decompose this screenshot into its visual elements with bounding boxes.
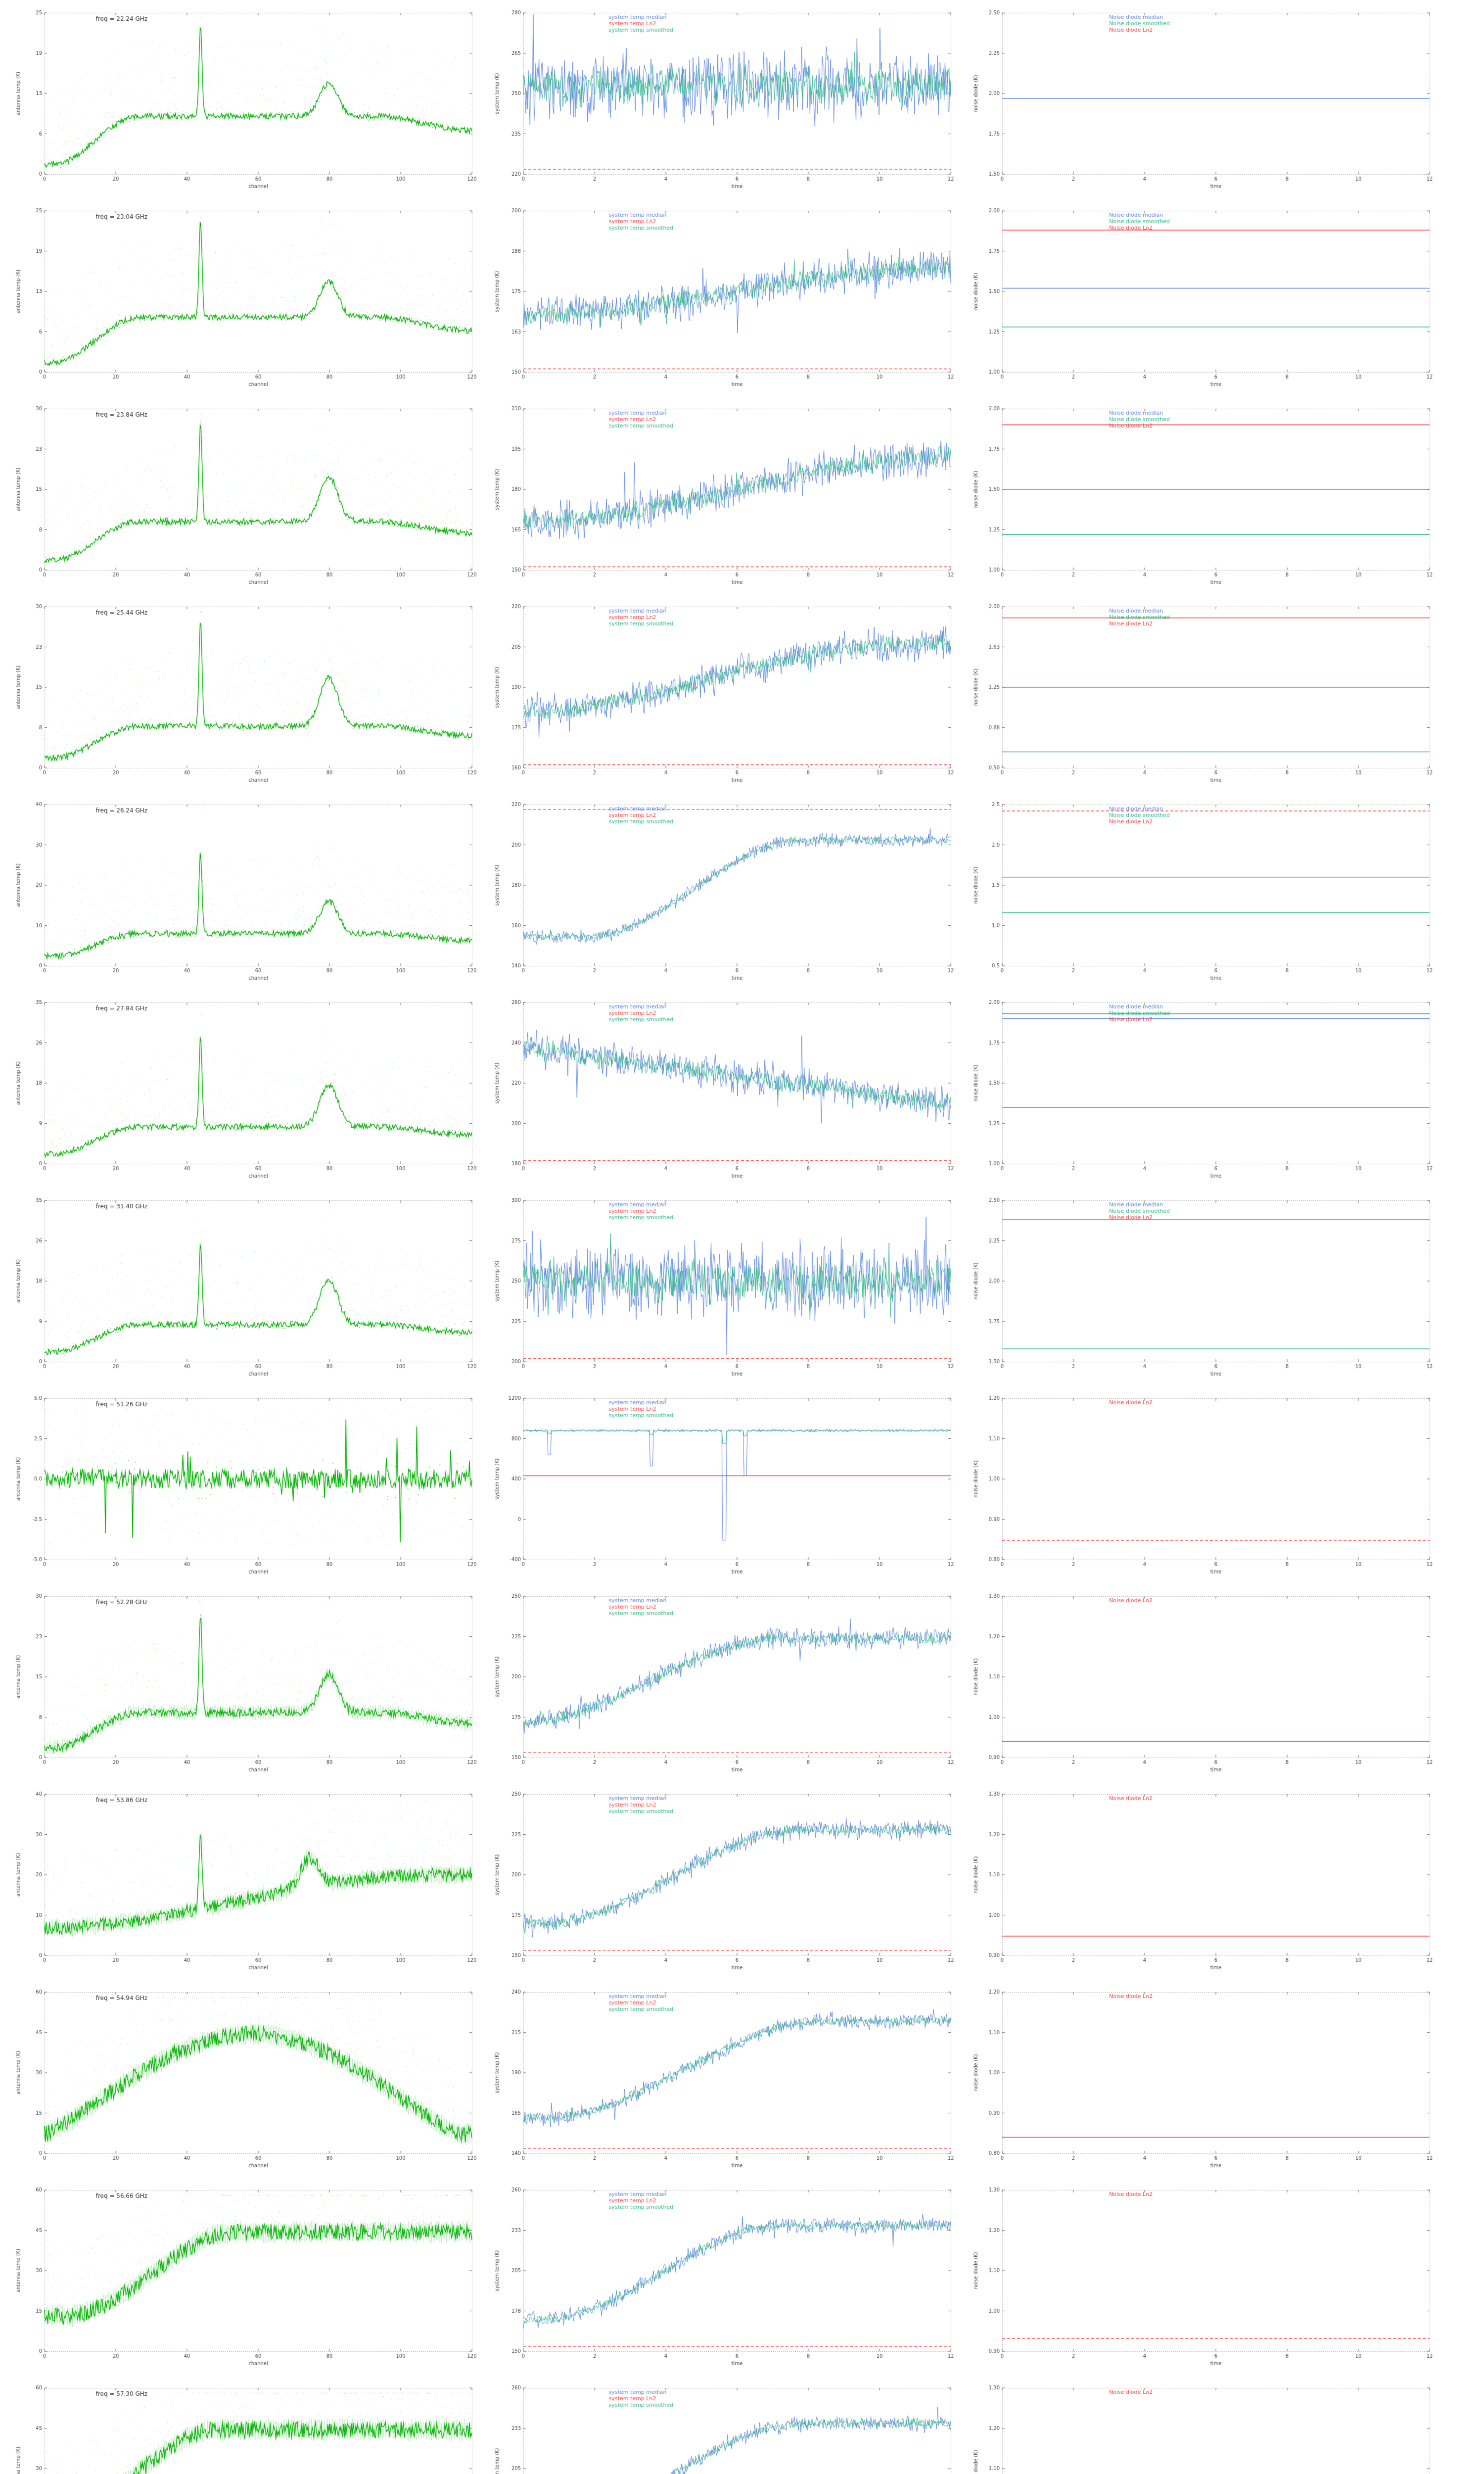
noise-diode-chart bbox=[972, 994, 1437, 1184]
system-temp-panel bbox=[493, 1983, 958, 2173]
system-temp-panel bbox=[493, 4, 958, 194]
noise-diode-panel bbox=[972, 796, 1437, 986]
chart-row bbox=[0, 1979, 1484, 2177]
system-temp-chart bbox=[493, 1587, 958, 1777]
chart-row bbox=[0, 990, 1484, 1188]
system-temp-panel bbox=[493, 400, 958, 590]
system-temp-panel bbox=[493, 1389, 958, 1579]
noise-diode-chart bbox=[972, 1389, 1437, 1579]
spectrum-panel bbox=[14, 598, 479, 788]
chart-row bbox=[0, 2177, 1484, 2375]
spectrum-panel bbox=[14, 400, 479, 590]
spectrum-chart bbox=[14, 202, 479, 392]
noise-diode-panel bbox=[972, 202, 1437, 392]
noise-diode-chart bbox=[972, 1785, 1437, 1975]
spectrum-chart bbox=[14, 1983, 479, 2173]
noise-diode-panel bbox=[972, 2181, 1437, 2371]
system-temp-chart bbox=[493, 1191, 958, 1381]
noise-diode-panel bbox=[972, 1389, 1437, 1579]
system-temp-chart bbox=[493, 796, 958, 986]
spectrum-chart bbox=[14, 4, 479, 194]
system-temp-chart bbox=[493, 598, 958, 788]
system-temp-chart bbox=[493, 1983, 958, 2173]
chart-row bbox=[0, 2375, 1484, 2474]
noise-diode-panel bbox=[972, 1191, 1437, 1381]
system-temp-chart bbox=[493, 2379, 958, 2474]
spectrum-panel bbox=[14, 2181, 479, 2371]
system-temp-panel bbox=[493, 796, 958, 986]
noise-diode-panel bbox=[972, 2379, 1437, 2474]
noise-diode-chart bbox=[972, 796, 1437, 986]
chart-row bbox=[0, 792, 1484, 990]
system-temp-panel bbox=[493, 1191, 958, 1381]
noise-diode-chart bbox=[972, 1587, 1437, 1777]
spectrum-chart bbox=[14, 1785, 479, 1975]
noise-diode-panel bbox=[972, 1785, 1437, 1975]
noise-diode-chart bbox=[972, 2181, 1437, 2371]
system-temp-chart bbox=[493, 2181, 958, 2371]
noise-diode-panel bbox=[972, 598, 1437, 788]
noise-diode-panel bbox=[972, 4, 1437, 194]
spectrum-panel bbox=[14, 796, 479, 986]
spectrum-panel bbox=[14, 994, 479, 1184]
noise-diode-panel bbox=[972, 1587, 1437, 1777]
spectrum-chart bbox=[14, 2379, 479, 2474]
spectrum-panel bbox=[14, 1785, 479, 1975]
noise-diode-chart bbox=[972, 1191, 1437, 1381]
system-temp-chart bbox=[493, 1785, 958, 1975]
spectrum-chart bbox=[14, 1389, 479, 1579]
noise-diode-panel bbox=[972, 400, 1437, 590]
spectrum-chart bbox=[14, 796, 479, 986]
spectrum-chart bbox=[14, 400, 479, 590]
noise-diode-chart bbox=[972, 4, 1437, 194]
system-temp-panel bbox=[493, 202, 958, 392]
chart-row bbox=[0, 0, 1484, 198]
chart-row bbox=[0, 396, 1484, 594]
system-temp-panel bbox=[493, 2379, 958, 2474]
system-temp-panel bbox=[493, 994, 958, 1184]
system-temp-chart bbox=[493, 994, 958, 1184]
chart-row bbox=[0, 1583, 1484, 1781]
noise-diode-chart bbox=[972, 1983, 1437, 2173]
system-temp-chart bbox=[493, 4, 958, 194]
spectrum-panel bbox=[14, 1587, 479, 1777]
noise-diode-panel bbox=[972, 1983, 1437, 2173]
spectrum-chart bbox=[14, 1191, 479, 1381]
spectrum-chart bbox=[14, 598, 479, 788]
spectrum-panel bbox=[14, 1191, 479, 1381]
noise-diode-panel bbox=[972, 994, 1437, 1184]
chart-row bbox=[0, 1188, 1484, 1385]
chart-row bbox=[0, 1385, 1484, 1583]
chart-row bbox=[0, 594, 1484, 792]
spectrum-panel bbox=[14, 1983, 479, 2173]
system-temp-chart bbox=[493, 1389, 958, 1579]
system-temp-chart bbox=[493, 400, 958, 590]
system-temp-chart bbox=[493, 202, 958, 392]
noise-diode-chart bbox=[972, 202, 1437, 392]
system-temp-panel bbox=[493, 1587, 958, 1777]
spectrum-panel bbox=[14, 202, 479, 392]
spectrum-panel bbox=[14, 1389, 479, 1579]
system-temp-panel bbox=[493, 1785, 958, 1975]
spectrum-panel bbox=[14, 2379, 479, 2474]
noise-diode-chart bbox=[972, 2379, 1437, 2474]
system-temp-panel bbox=[493, 2181, 958, 2371]
chart-row bbox=[0, 1781, 1484, 1979]
noise-diode-chart bbox=[972, 598, 1437, 788]
system-temp-panel bbox=[493, 598, 958, 788]
chart-row bbox=[0, 198, 1484, 396]
spectrum-panel bbox=[14, 4, 479, 194]
spectrum-chart bbox=[14, 1587, 479, 1777]
spectrum-chart bbox=[14, 2181, 479, 2371]
noise-diode-chart bbox=[972, 400, 1437, 590]
spectrum-chart bbox=[14, 994, 479, 1184]
